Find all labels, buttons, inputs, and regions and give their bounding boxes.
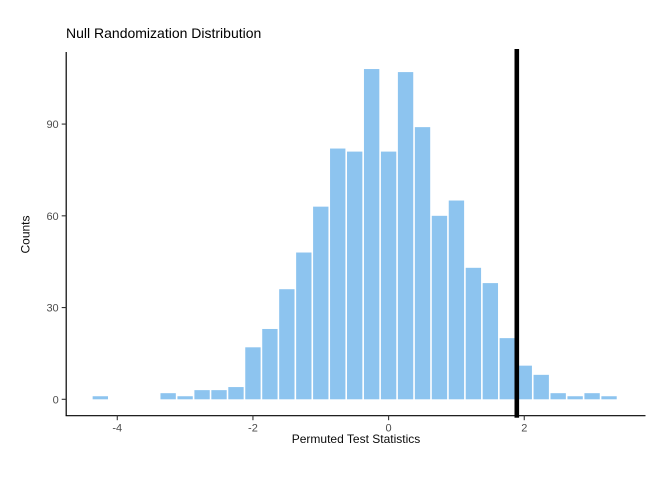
y-axis-title: Counts: [18, 215, 33, 254]
histogram-bar: [262, 328, 278, 400]
histogram-bar: [499, 338, 515, 400]
histogram-bar: [533, 374, 549, 400]
histogram-bar: [448, 200, 465, 400]
observed-statistic-line: [514, 49, 520, 418]
histogram-bar: [414, 127, 431, 400]
histogram-bar: [347, 151, 363, 400]
y-tick-label: 30: [46, 303, 58, 315]
x-tick-label: 0: [386, 423, 392, 435]
histogram-bar: [279, 289, 295, 400]
histogram-bar: [516, 365, 532, 400]
histogram-bar: [330, 148, 346, 400]
histogram-bar: [380, 151, 397, 400]
histogram-bar: [550, 393, 566, 400]
histogram-bar: [397, 72, 414, 400]
histogram-bar: [177, 396, 193, 400]
histogram-bar: [92, 396, 108, 400]
histogram-bar: [194, 390, 210, 400]
histogram-bar: [228, 387, 244, 400]
histogram-bar: [567, 396, 583, 400]
histogram-bar: [160, 393, 176, 400]
histogram-bar: [465, 267, 482, 400]
histogram-bar: [601, 396, 617, 400]
histogram-bar: [584, 393, 600, 400]
histogram-bar: [245, 347, 261, 400]
x-tick-label: -2: [248, 423, 258, 435]
histogram-bar: [296, 252, 312, 400]
histogram-bar: [211, 390, 227, 400]
chart-title: Null Randomization Distribution: [66, 25, 262, 41]
x-tick-label: -4: [112, 423, 122, 435]
x-tick-label: 2: [521, 423, 527, 435]
histogram-bar: [363, 69, 380, 400]
y-tick-label: 60: [46, 211, 58, 223]
x-axis-title: Permuted Test Statistics: [291, 432, 421, 446]
y-tick-label: 0: [53, 394, 59, 406]
histogram-bar: [482, 283, 499, 400]
histogram-bar: [313, 206, 329, 400]
histogram-bar: [431, 215, 448, 400]
y-tick-label: 90: [46, 119, 58, 131]
